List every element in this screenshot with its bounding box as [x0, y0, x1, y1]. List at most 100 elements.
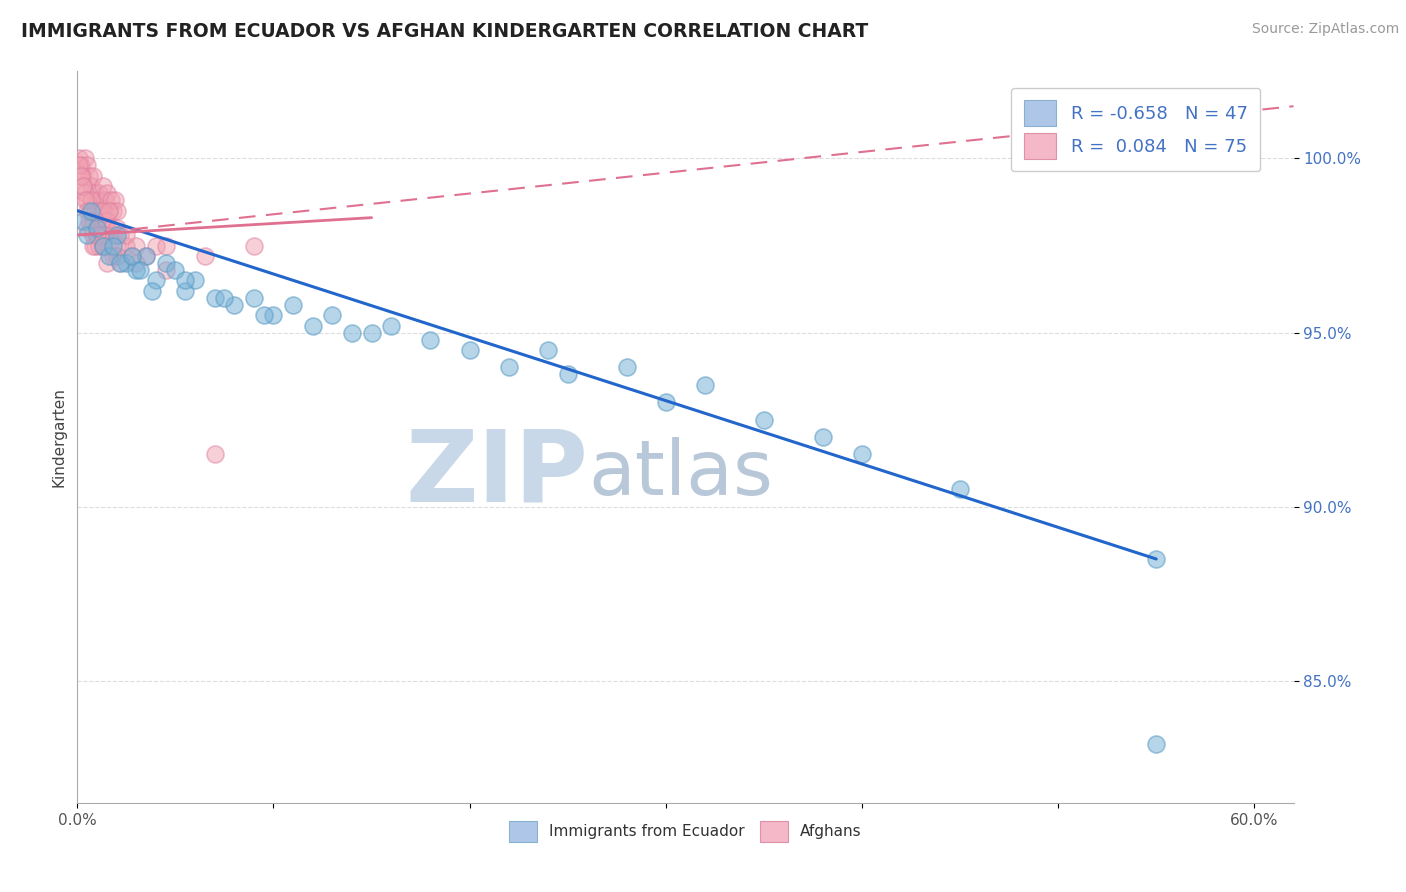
Legend: Immigrants from Ecuador, Afghans: Immigrants from Ecuador, Afghans [502, 814, 869, 850]
Point [380, 318, 402, 333]
Text: Source: ZipAtlas.com: Source: ZipAtlas.com [1251, 22, 1399, 37]
Point [91, 203, 114, 218]
Point [224, 298, 246, 312]
Point [96, 214, 118, 228]
Point [145, 273, 167, 287]
Point [80, 221, 103, 235]
Point [94, 193, 117, 207]
Point [91, 179, 114, 194]
Point [419, 333, 441, 347]
Point [135, 249, 157, 263]
Point [752, 412, 775, 426]
Point [243, 238, 266, 252]
Point [1144, 737, 1167, 751]
Text: ZIP: ZIP [405, 425, 588, 522]
Point [125, 238, 148, 252]
Point [121, 249, 143, 263]
Point [80, 203, 103, 218]
Point [86, 193, 108, 207]
Point [105, 221, 128, 235]
Y-axis label: Kindergarten: Kindergarten [51, 387, 66, 487]
Point [76, 193, 98, 207]
Point [76, 228, 98, 243]
Point [204, 448, 226, 462]
Point [174, 273, 197, 287]
Point [90, 221, 112, 235]
Point [115, 256, 138, 270]
Point [616, 360, 638, 375]
Point [87, 238, 110, 252]
Point [194, 249, 217, 263]
Point [82, 169, 104, 183]
Point [281, 298, 304, 312]
Point [75, 186, 97, 201]
Point [101, 203, 124, 218]
Point [97, 203, 120, 218]
Point [75, 152, 97, 166]
Point [82, 228, 104, 243]
Point [90, 203, 112, 218]
Point [76, 158, 98, 172]
Point [70, 169, 93, 183]
Point [100, 221, 122, 235]
Point [86, 228, 108, 243]
Point [86, 221, 108, 235]
Point [100, 193, 122, 207]
Point [96, 238, 118, 252]
Point [67, 158, 90, 172]
Point [105, 228, 128, 243]
Point [105, 203, 128, 218]
Point [80, 193, 103, 207]
Point [125, 263, 148, 277]
Point [76, 221, 98, 235]
Point [84, 203, 107, 218]
Point [101, 249, 124, 263]
Point [165, 263, 187, 277]
Point [80, 179, 103, 194]
Point [91, 238, 114, 252]
Point [77, 169, 100, 183]
Point [72, 179, 94, 194]
Point [243, 291, 266, 305]
Point [101, 238, 124, 252]
Point [82, 214, 104, 228]
Point [655, 395, 678, 409]
Point [96, 186, 118, 201]
Point [184, 273, 207, 287]
Point [145, 238, 167, 252]
Point [125, 256, 148, 270]
Point [87, 203, 110, 218]
Point [110, 228, 132, 243]
Point [90, 228, 112, 243]
Point [86, 221, 108, 235]
Point [91, 238, 114, 252]
Point [84, 186, 107, 201]
Point [94, 221, 117, 235]
Point [115, 228, 138, 243]
Point [155, 238, 177, 252]
Point [76, 203, 98, 218]
Point [97, 203, 120, 218]
Point [498, 360, 520, 375]
Point [135, 249, 157, 263]
Point [91, 238, 114, 252]
Point [72, 169, 94, 183]
Point [115, 238, 138, 252]
Point [87, 186, 110, 201]
Point [174, 284, 197, 298]
Point [77, 203, 100, 218]
Point [301, 318, 323, 333]
Point [458, 343, 481, 357]
Point [75, 193, 97, 207]
Point [693, 377, 716, 392]
Point [105, 238, 128, 252]
Point [263, 308, 285, 322]
Point [94, 228, 117, 243]
Point [97, 249, 120, 263]
Point [851, 448, 873, 462]
Point [110, 256, 132, 270]
Point [340, 326, 363, 340]
Point [105, 249, 128, 263]
Text: IMMIGRANTS FROM ECUADOR VS AFGHAN KINDERGARTEN CORRELATION CHART: IMMIGRANTS FROM ECUADOR VS AFGHAN KINDER… [21, 22, 869, 41]
Point [204, 291, 226, 305]
